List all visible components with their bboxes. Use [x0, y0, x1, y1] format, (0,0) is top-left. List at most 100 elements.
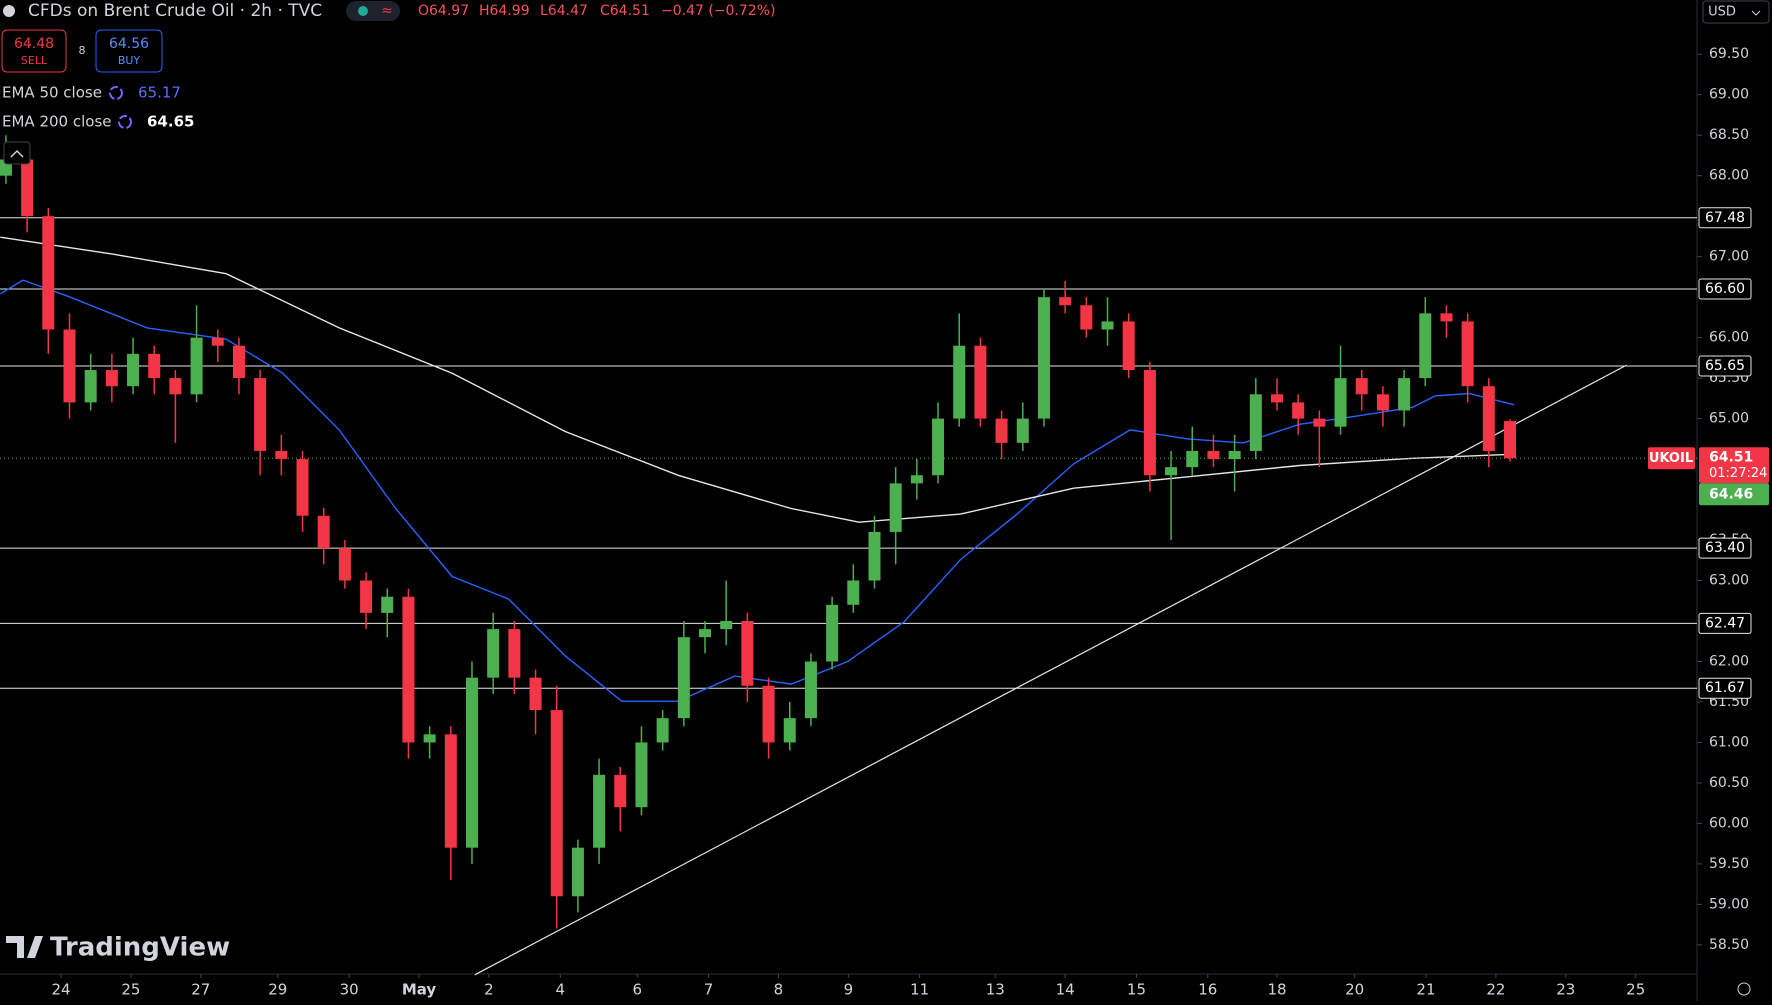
- candle-body: [826, 604, 839, 662]
- countdown: 01:27:24: [1709, 466, 1767, 481]
- legend-icon: [109, 86, 123, 100]
- candle-body: [1440, 313, 1453, 322]
- x-tick-label: 14: [1056, 981, 1075, 999]
- candle-body: [275, 450, 288, 460]
- x-tick-label: 11: [910, 981, 929, 999]
- ohlc-open: O64.97: [418, 3, 469, 19]
- legend-value: 64.65: [147, 113, 194, 131]
- x-tick-label: 2: [484, 981, 494, 999]
- candle-body: [296, 459, 309, 516]
- x-tick-label: 29: [268, 981, 287, 999]
- x-tick-label: 16: [1198, 981, 1217, 999]
- candle-body: [1165, 467, 1178, 476]
- trendline: [474, 364, 1627, 976]
- candle-body: [211, 337, 224, 346]
- delay-icon: ≈: [381, 3, 393, 19]
- x-tick-label: May: [402, 981, 437, 999]
- candle-body: [1355, 378, 1368, 395]
- level-label-box: [1698, 355, 1752, 377]
- level-label-box: [1698, 537, 1752, 559]
- candle-body: [1228, 450, 1241, 460]
- x-tick-label: 6: [632, 981, 642, 999]
- ohlc-change: −0.47 (−0.72%): [661, 3, 775, 19]
- ohlc-high: H64.99: [479, 3, 530, 19]
- candle-body: [804, 661, 817, 719]
- candle-body: [338, 548, 351, 581]
- candle-body: [1270, 394, 1283, 403]
- x-tick-label: 18: [1267, 981, 1286, 999]
- y-tick-label: 68.00: [1709, 168, 1749, 184]
- candle-body: [169, 378, 182, 395]
- candle-body: [677, 637, 690, 719]
- candle-body: [148, 353, 161, 379]
- candle-body: [105, 370, 118, 387]
- currency-button[interactable]: [1702, 0, 1770, 24]
- candle-body: [190, 337, 203, 395]
- sell-label: SELL: [21, 54, 48, 67]
- legend-value: 65.17: [138, 84, 181, 102]
- x-tick-label: 4: [555, 981, 565, 999]
- currency: USD: [1708, 5, 1736, 20]
- candle-body: [953, 345, 966, 419]
- candle-body: [720, 620, 733, 630]
- bid-label: 64.46: [1709, 486, 1753, 502]
- brand-name: TradingView: [50, 933, 230, 963]
- sell-price: 64.48: [14, 36, 54, 52]
- candle-body: [1313, 418, 1326, 427]
- candle-body: [656, 718, 669, 743]
- currency-caret: [1751, 10, 1761, 16]
- y-tick-label: 66.00: [1709, 330, 1749, 346]
- candle-body: [1143, 370, 1156, 476]
- collapse-button[interactable]: [3, 141, 31, 165]
- candle-body: [0, 159, 12, 176]
- level-label: 62.47: [1705, 615, 1745, 631]
- candle-body: [84, 370, 97, 403]
- ema-line: [0, 236, 1515, 523]
- y-tick-label: 58.50: [1709, 937, 1749, 953]
- status-pill[interactable]: [346, 1, 400, 21]
- candle-body: [699, 629, 712, 638]
- candle-body: [1207, 450, 1220, 460]
- candle-body: [21, 159, 34, 217]
- candle-body: [423, 734, 436, 743]
- x-tick-label: 23: [1556, 981, 1575, 999]
- y-tick-label: 69.00: [1709, 87, 1749, 103]
- y-tick-label: 65.00: [1709, 411, 1749, 427]
- candle-body: [741, 620, 754, 686]
- candle-body: [783, 718, 796, 743]
- candle-body: [1376, 394, 1389, 411]
- ohlc-close: C64.51: [600, 3, 650, 19]
- settings-icon[interactable]: [1737, 982, 1751, 996]
- candle-body: [1122, 321, 1135, 371]
- x-tick-label: 13: [986, 981, 1005, 999]
- candle-body: [1292, 402, 1305, 419]
- x-tick-label: 8: [774, 981, 784, 999]
- x-tick-label: 22: [1486, 981, 1505, 999]
- y-tick-label: 69.50: [1709, 46, 1749, 62]
- candle-body: [593, 774, 606, 848]
- candle-body: [614, 774, 627, 808]
- y-tick-label: 63.00: [1709, 573, 1749, 589]
- last-price-label: 64.51: [1709, 449, 1753, 465]
- x-tick-label: 25: [121, 981, 140, 999]
- candle-body: [317, 515, 330, 549]
- brand-logo: [6, 936, 43, 958]
- level-label: 66.60: [1705, 281, 1745, 297]
- x-tick-label: 15: [1127, 981, 1146, 999]
- candle-body: [508, 629, 521, 678]
- candle-body: [63, 329, 76, 403]
- candle-body: [232, 345, 245, 379]
- sell-button[interactable]: [1, 29, 67, 73]
- candle-body: [487, 629, 500, 678]
- candle-body: [1059, 297, 1072, 306]
- candle-body: [995, 418, 1008, 443]
- candle-body: [1334, 378, 1347, 427]
- x-tick-label: 27: [191, 981, 210, 999]
- buy-button[interactable]: [95, 29, 163, 73]
- candle-body: [571, 847, 584, 897]
- candle-body: [1419, 313, 1432, 379]
- candle-body: [1249, 394, 1262, 451]
- candle-body: [1080, 305, 1093, 330]
- last-price-box: [1699, 447, 1769, 484]
